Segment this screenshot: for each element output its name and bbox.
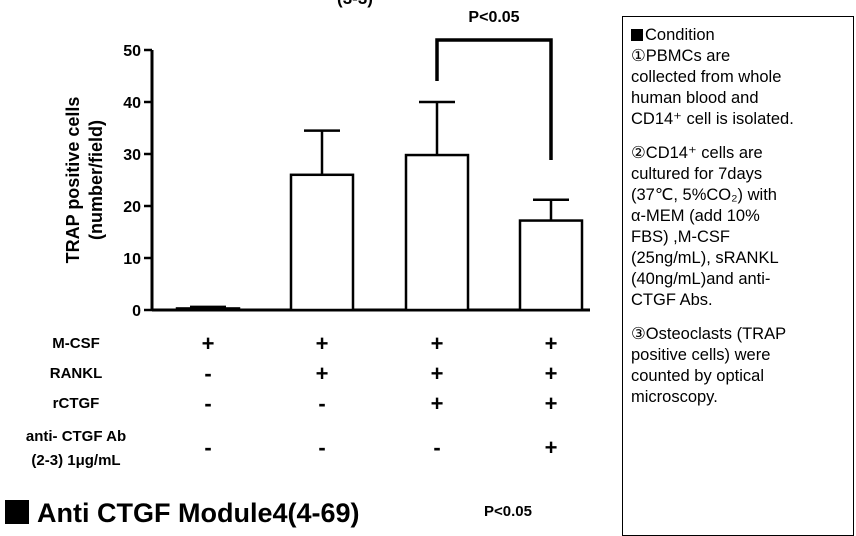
condition-sign: - [318, 435, 325, 460]
y-axis-label-line1: TRAP positive cells [63, 97, 83, 264]
y-axis-label-line2: (number/field) [86, 120, 106, 240]
condition-heading-row: Condition [631, 25, 853, 46]
bar [175, 307, 241, 312]
y-tick-label: 40 [123, 95, 141, 112]
y-tick-label: 20 [123, 199, 141, 216]
condition-sign: + [316, 361, 329, 386]
condition-sign: + [316, 331, 329, 356]
next-section-title: Anti CTGF Module4(4-69) [37, 498, 360, 528]
condition-sign: + [202, 331, 215, 356]
next-section-heading: Anti CTGF Module4(4-69) [5, 498, 360, 528]
y-tick-label: 0 [132, 303, 141, 320]
condition-step-1: ①PBMCs are collected from whole human bl… [631, 47, 794, 128]
condition-step-2: ②CD14⁺ cells are cultured for 7days (37℃… [631, 144, 779, 309]
condition-sign: + [545, 331, 558, 356]
condition-sign: - [204, 361, 211, 386]
condition-sign: + [545, 361, 558, 386]
condition-sign: + [431, 361, 444, 386]
condition-row-label: RANKL [50, 365, 103, 382]
condition-panel: Condition ①PBMCs are collected from whol… [622, 16, 854, 536]
condition-sign: + [545, 435, 558, 460]
condition-heading: Condition [645, 26, 715, 44]
condition-row-label: anti- CTGF Ab (2-3) 1μg/mL [26, 428, 126, 469]
significance-label: P<0.05 [468, 9, 519, 26]
condition-step-3: ③Osteoclasts (TRAP positive cells) were … [631, 325, 787, 406]
bar [289, 173, 355, 312]
chart-title: (3-3) [337, 0, 373, 8]
square-bullet-icon [631, 29, 643, 41]
condition-sign: - [204, 435, 211, 460]
condition-sign: + [431, 331, 444, 356]
condition-row-label: M-CSF [52, 335, 100, 352]
next-section-significance: P<0.05 [484, 503, 532, 520]
condition-sign: + [431, 391, 444, 416]
bar [518, 219, 584, 312]
y-tick-label: 10 [123, 251, 141, 268]
bar-chart: (3-3) 0 10 20 30 40 50 TRAP positive cells (n… [26, 0, 590, 469]
condition-sign: + [545, 391, 558, 416]
condition-row-label: rCTGF [53, 395, 100, 412]
square-bullet-icon [5, 500, 29, 524]
condition-sign: - [318, 391, 325, 416]
condition-sign: - [204, 391, 211, 416]
significance-bracket [435, 38, 553, 160]
bar [404, 153, 470, 312]
y-tick-label: 30 [123, 147, 141, 164]
y-tick-label: 50 [123, 43, 141, 60]
condition-sign: - [433, 435, 440, 460]
